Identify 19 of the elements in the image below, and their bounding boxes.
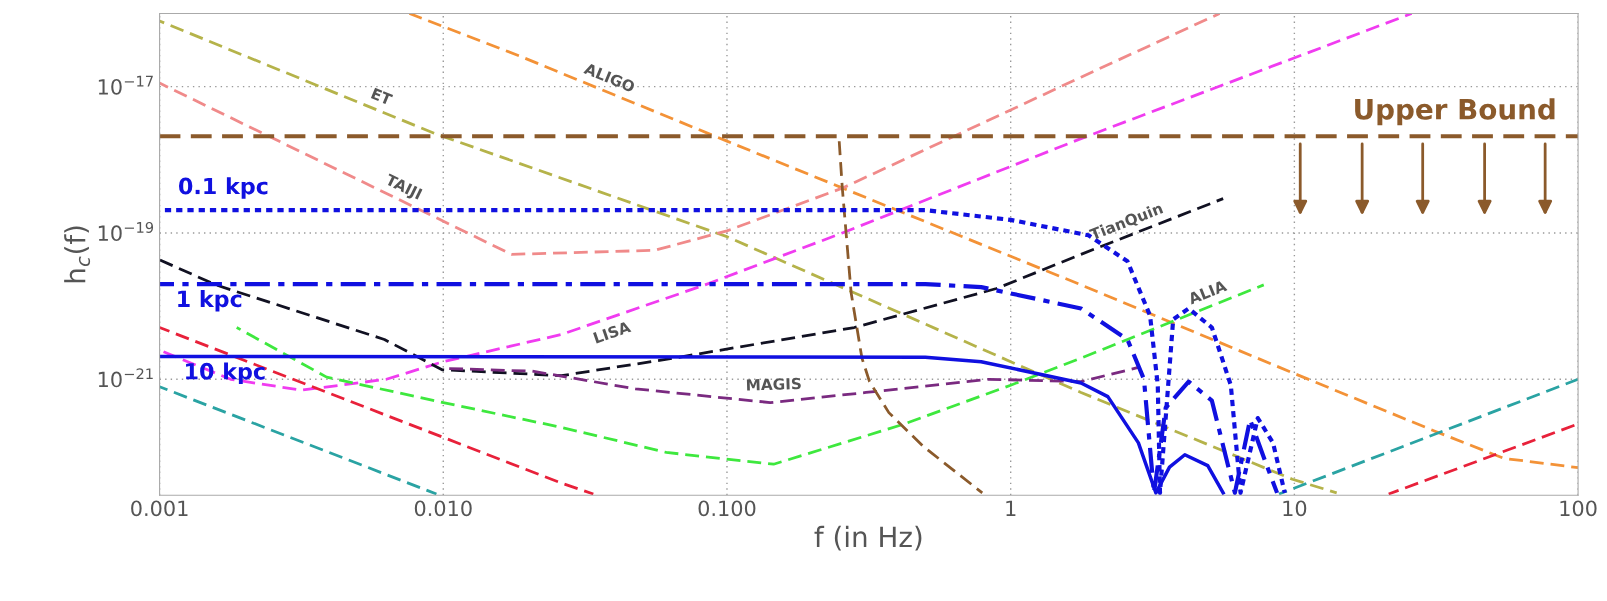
x-tick-label: 0.001 (131, 500, 188, 517)
text: LISA (593, 320, 632, 344)
x-tick-label: 1 (1006, 500, 1016, 516)
y-axis-title: h$_{c}$(f) (64, 226, 91, 283)
x-axis-title: f (in Hz) (814, 525, 922, 551)
series-label: 1 kpc (178, 290, 242, 312)
series-label: MAGIS (746, 377, 801, 391)
y-tick-label: 10$^{−17}$ (98, 75, 153, 95)
x-tick-label: 0.010 (414, 500, 472, 517)
x-tick-label: 100 (1560, 500, 1597, 517)
series-label: 0.1 kpc (178, 177, 268, 199)
y-tick-label: 10$^{−19}$ (98, 221, 154, 242)
x-tick-label: 0.100 (698, 500, 756, 517)
series-label: 10 kpc (186, 362, 265, 384)
y-tick-label: 10$^{−21}$ (98, 368, 153, 388)
x-tick-label: 10 (1283, 500, 1307, 517)
text: ALIA (1187, 279, 1228, 305)
text: ET (370, 87, 394, 106)
ref-line-label: Upper Bound (1355, 98, 1555, 126)
